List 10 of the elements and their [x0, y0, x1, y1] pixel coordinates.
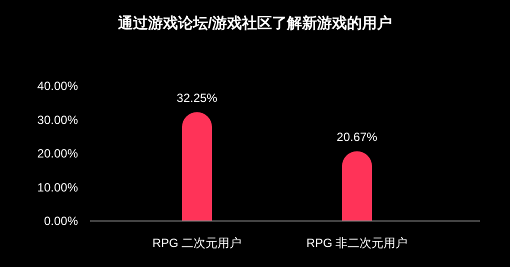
y-tick-label: 40.00% [37, 79, 78, 93]
data-label: 32.25% [176, 91, 218, 106]
y-tick-label: 30.00% [37, 112, 78, 127]
chart-title: 通过游戏论坛/游戏社区了解新游戏的用户 [116, 14, 392, 32]
x-tick-label: RPG 二次元用户 [152, 236, 242, 250]
y-tick-label: 10.00% [37, 180, 78, 194]
x-tick-label: RPG 非二次元用户 [306, 236, 408, 250]
data-label: 20.67% [336, 130, 378, 144]
y-tick-label: 20.00% [37, 146, 78, 160]
y-tick-label: 0.00% [44, 214, 78, 228]
